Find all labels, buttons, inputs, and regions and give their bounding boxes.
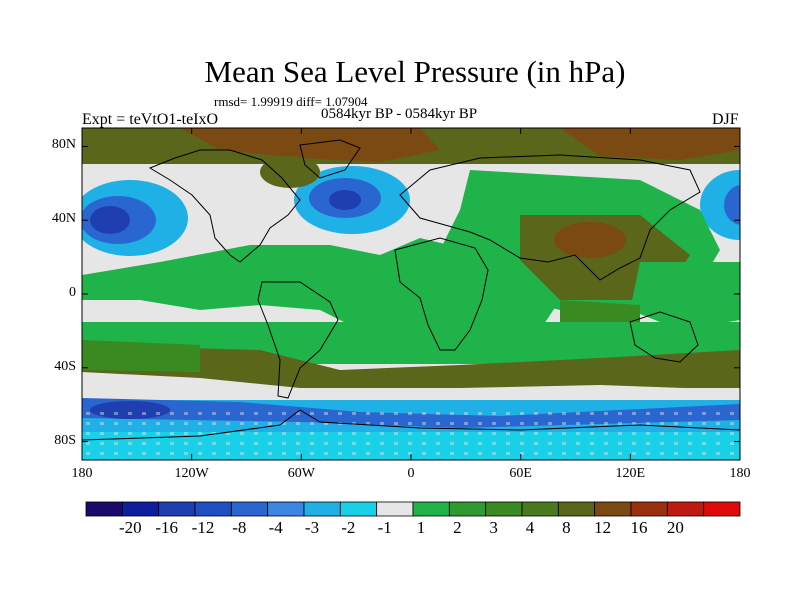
colorbar-swatch: [158, 501, 196, 517]
field-arctic-dark-east: [560, 128, 740, 160]
colorbar-swatch: [412, 501, 450, 517]
colorbar-label: 1: [416, 518, 426, 537]
coast-south-america: [257, 281, 339, 399]
colorbar-swatch: [557, 501, 596, 517]
lat-label: 80N: [51, 137, 76, 153]
coast-north-america: [148, 149, 301, 263]
colorbar-swatch: [85, 501, 123, 517]
coastlines: [82, 139, 740, 441]
colorbar-swatch: [448, 501, 487, 517]
coast-australia: [629, 311, 699, 363]
lat-label: 40S: [54, 358, 76, 374]
lon-label: 180: [729, 466, 751, 481]
field-antarctic-speckle: [82, 410, 740, 460]
colorbar-label: -20: [118, 518, 142, 537]
colorbar-swatch: [376, 501, 414, 517]
lon-label: 60W: [287, 466, 315, 481]
season-label: DJF: [712, 111, 739, 128]
field-south-olive-dark: [82, 340, 200, 372]
colorbar-label: 2: [453, 518, 462, 537]
colorbar-swatch: [339, 501, 378, 517]
field-npacific-east-core: [724, 185, 740, 225]
colorbar-label: -1: [377, 518, 392, 537]
colorbar-swatch: [485, 501, 523, 517]
colorbar-label: 20: [666, 518, 684, 537]
field-arctic-dark: [180, 128, 440, 162]
colorbar-swatch: [521, 501, 559, 517]
colorbar-label: -12: [191, 518, 215, 537]
lon-label: 180: [71, 466, 93, 481]
colorbar-label: -4: [268, 518, 283, 537]
colorbar-label: 16: [630, 518, 648, 537]
colorbar-swatch: [666, 501, 705, 517]
field-south-olive: [82, 345, 740, 392]
lat-label: 40N: [51, 211, 76, 227]
experiment-label: Expt = teVtO1-teIxO: [82, 111, 219, 128]
colorbar-label: 12: [594, 518, 612, 537]
period-text: 0584kyr BP - 0584kyr BP: [321, 106, 478, 122]
colorbar: [85, 501, 741, 517]
field-tropics: [82, 238, 470, 330]
axis-ticks: [81, 128, 741, 460]
map-title: Mean Sea Level Pressure (in hPa): [204, 54, 626, 89]
lon-label: 60E: [509, 466, 532, 481]
coast-eurasia: [399, 154, 701, 281]
colorbar-swatch: [594, 501, 632, 517]
colorbar-label: -8: [232, 518, 247, 537]
coast-africa: [394, 237, 489, 351]
colorbar-label: -2: [341, 518, 356, 537]
lon-label: 0: [407, 466, 415, 481]
field-npacific-east: [700, 170, 740, 240]
colorbar-label: 8: [562, 518, 571, 537]
colorbar-swatch: [267, 501, 305, 517]
colorbar-label: 4: [525, 518, 535, 537]
field-natlantic-core: [329, 190, 361, 210]
colorbar-label: 3: [489, 518, 498, 537]
lat-label: 80S: [54, 432, 76, 448]
colorbar-swatch: [230, 501, 269, 517]
coast-antarctica: [82, 409, 740, 441]
colorbar-swatch: [194, 501, 232, 517]
lon-label: 120E: [615, 466, 646, 481]
coast-greenland: [299, 139, 361, 179]
colorbar-swatch: [703, 501, 741, 517]
lon-label: 120W: [174, 466, 209, 481]
colorbar-label: -16: [155, 518, 178, 537]
lat-label: 0: [69, 285, 76, 300]
statistics-text: rmsd= 1.99919 diff= 1.07904: [214, 94, 368, 109]
colorbar-swatch: [303, 501, 341, 517]
pressure-field: [82, 128, 740, 460]
field-npacific-core: [90, 206, 130, 234]
field-greenland: [260, 156, 320, 188]
colorbar-swatch: [630, 501, 668, 517]
colorbar-label: -3: [304, 518, 320, 537]
field-asia-core: [554, 222, 626, 258]
colorbar-swatch: [121, 501, 160, 517]
